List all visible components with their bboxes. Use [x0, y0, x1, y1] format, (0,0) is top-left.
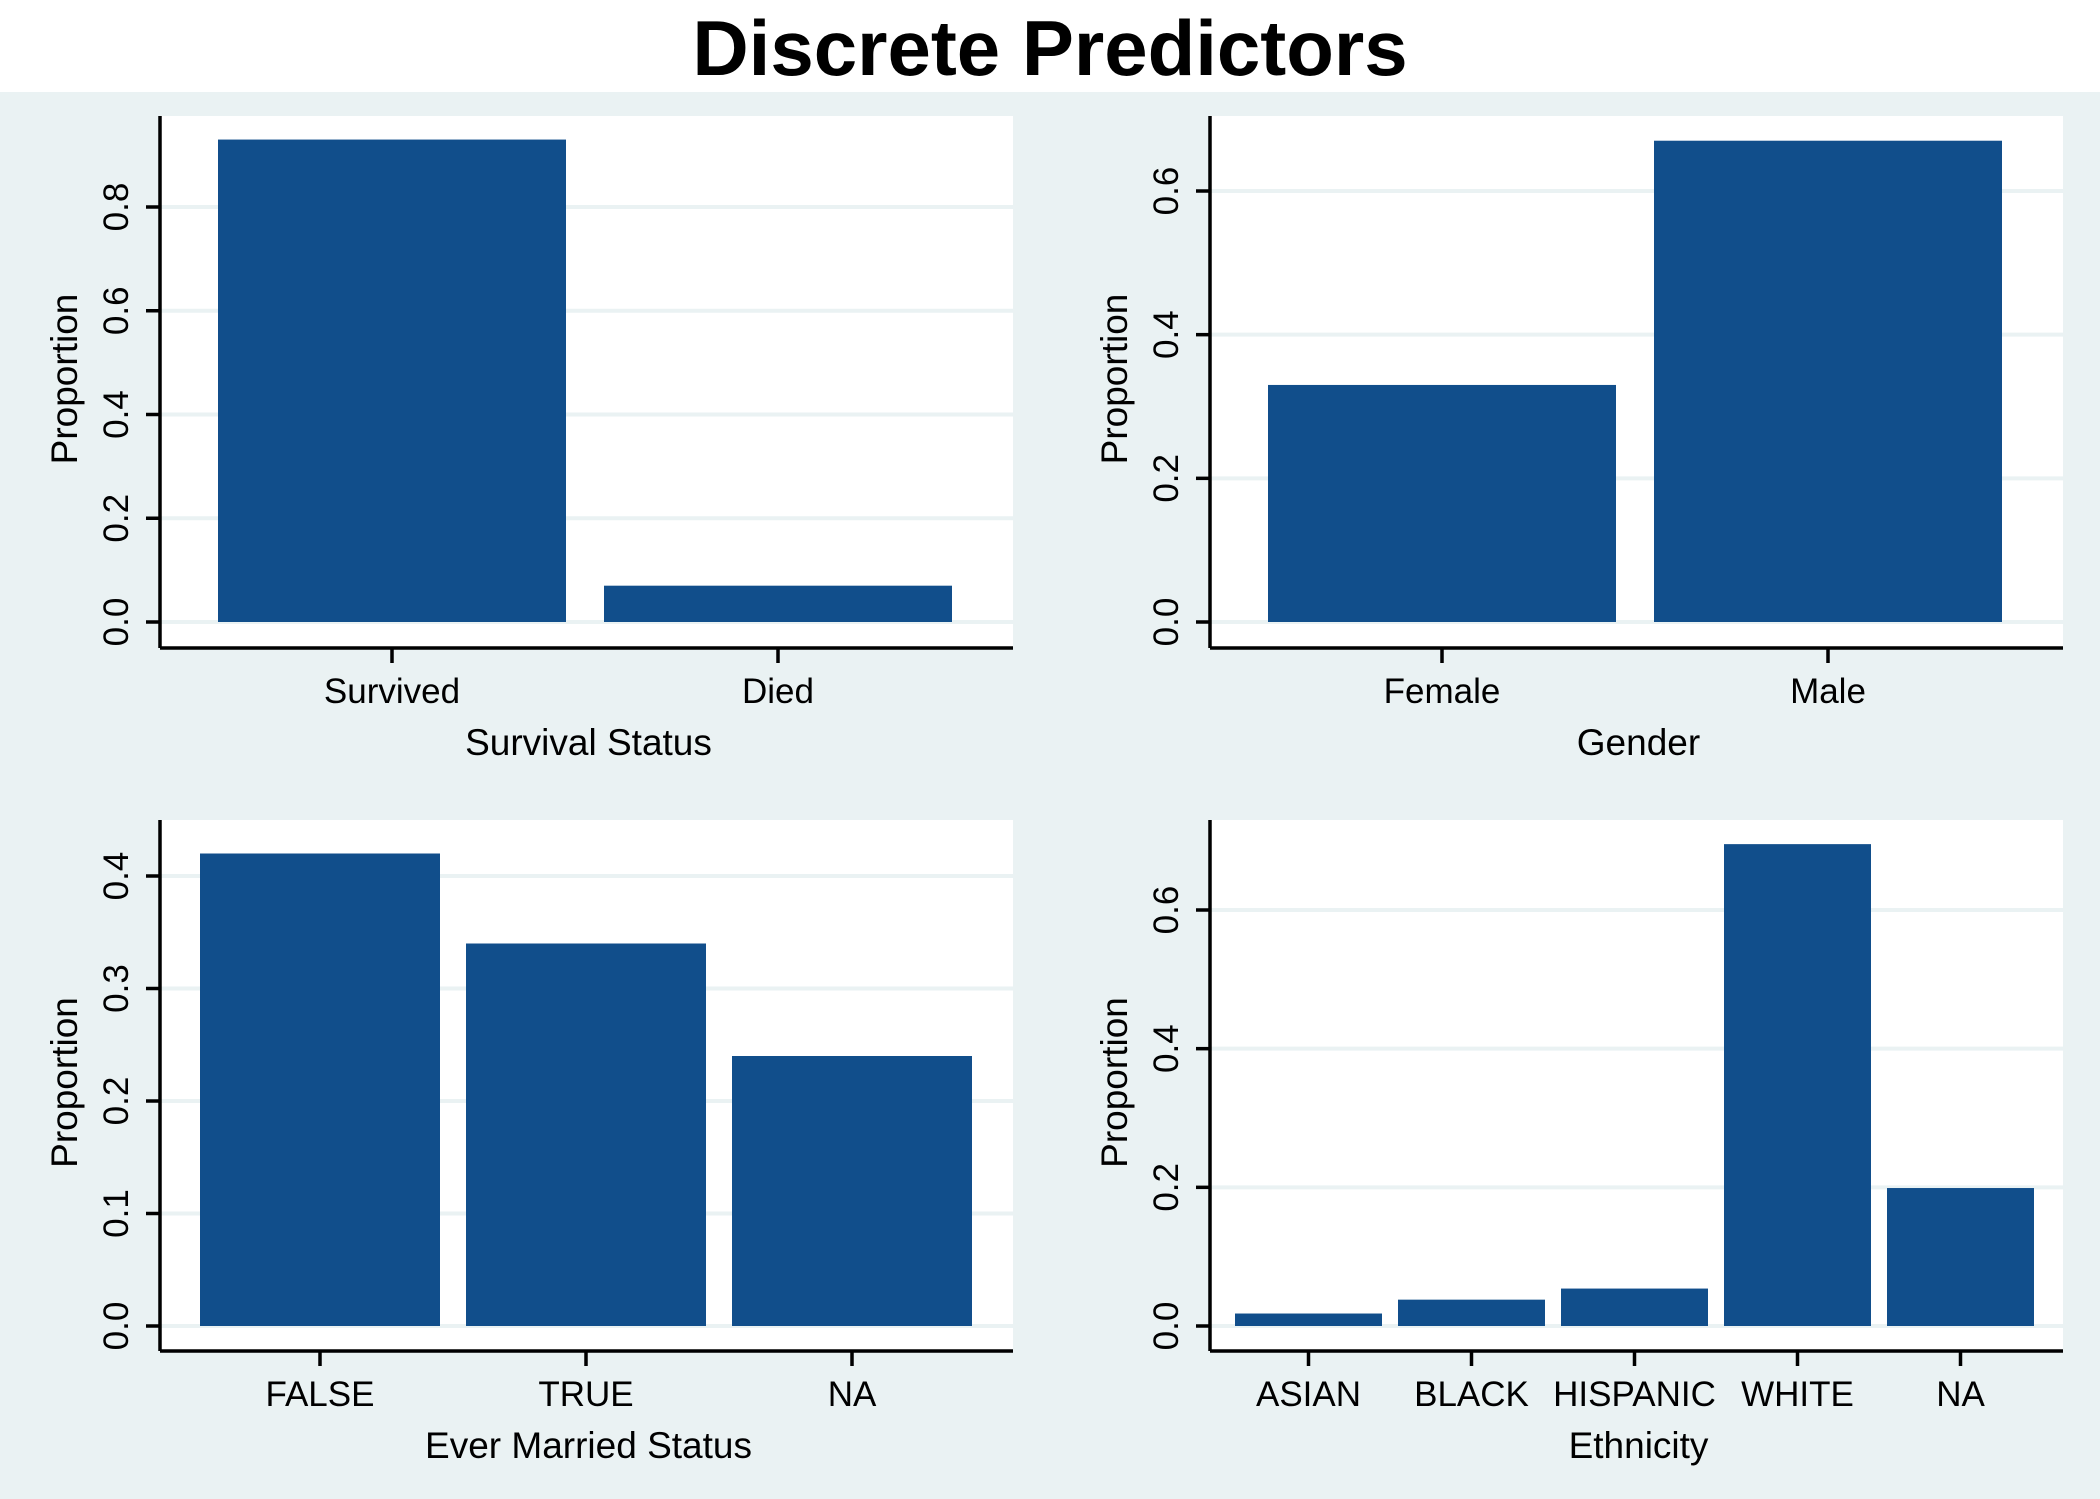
bar-asian	[1235, 1313, 1382, 1326]
y-tick-label: 0.0	[97, 598, 136, 647]
y-axis-title: Proportion	[1094, 997, 1135, 1168]
x-tick-label: Survived	[324, 672, 460, 711]
bar-male	[1654, 140, 2002, 622]
x-tick-label: Died	[742, 672, 814, 711]
y-tick-label: 0.4	[1147, 1024, 1186, 1073]
bar-female	[1268, 384, 1616, 622]
x-tick-label: FALSE	[266, 1375, 375, 1414]
y-tick-label: 0.4	[97, 390, 136, 439]
y-tick-label: 0.6	[97, 286, 136, 335]
x-axis-title: Ethnicity	[1569, 1425, 1709, 1466]
y-axis-title: Proportion	[44, 997, 85, 1168]
bar-hispanic	[1561, 1288, 1708, 1326]
y-tick-label: 0.4	[1147, 310, 1186, 359]
x-tick-label: Male	[1790, 672, 1866, 711]
y-tick-label: 0.1	[97, 1189, 136, 1238]
y-tick-label: 0.2	[97, 494, 136, 543]
y-tick-label: 0.2	[97, 1077, 136, 1126]
bar-survived	[218, 139, 566, 622]
x-tick-label: TRUE	[538, 1375, 633, 1414]
y-axis-title: Proportion	[1094, 294, 1135, 465]
x-tick-label: Female	[1384, 672, 1501, 711]
y-tick-label: 0.8	[97, 183, 136, 232]
x-axis-title: Ever Married Status	[425, 1425, 752, 1466]
x-axis-title: Survival Status	[465, 722, 712, 763]
y-tick-label: 0.6	[1147, 886, 1186, 935]
x-tick-label: WHITE	[1741, 1375, 1854, 1414]
x-tick-label: ASIAN	[1256, 1375, 1361, 1414]
x-tick-label: BLACK	[1414, 1375, 1529, 1414]
x-tick-label: NA	[828, 1375, 877, 1414]
chart-panel-2: 0.0 0.2 0.4 0.6 Female Male Gender Proportion	[1094, 116, 2063, 763]
y-tick-label: 0.0	[1147, 1302, 1186, 1351]
y-axis-title: Proportion	[44, 294, 85, 465]
chart-panel-1: 0.0 0.2 0.4 0.6 0.8 Survived Died Survival Stat…	[44, 116, 1013, 763]
bar-false	[200, 853, 440, 1326]
x-tick-label: NA	[1936, 1375, 1985, 1414]
figure-title: Discrete Predictors	[0, 0, 2100, 92]
y-tick-label: 0.0	[97, 1302, 136, 1351]
chart-panel-4: 0.0 0.2 0.4 0.6 ASIAN BLACK HISPANIC WHITE NA Eth…	[1094, 820, 2063, 1466]
y-tick-label: 0.2	[1147, 1163, 1186, 1212]
y-tick-label: 0.6	[1147, 167, 1186, 216]
bar-na	[732, 1056, 972, 1326]
chart-panel-3: 0.0 0.1 0.2 0.3 0.4 FALSE TRUE NA Ever Married S…	[44, 820, 1013, 1466]
y-tick-label: 0.3	[97, 964, 136, 1013]
bar-black	[1398, 1299, 1545, 1326]
y-tick-label: 0.4	[97, 852, 136, 901]
bar-true	[466, 943, 706, 1326]
bar-na	[1887, 1188, 2034, 1326]
bar-died	[604, 585, 952, 622]
bar-white	[1724, 844, 1871, 1326]
x-tick-label: HISPANIC	[1553, 1375, 1716, 1414]
x-axis-title: Gender	[1577, 722, 1700, 763]
y-tick-label: 0.0	[1147, 598, 1186, 647]
y-tick-label: 0.2	[1147, 454, 1186, 503]
